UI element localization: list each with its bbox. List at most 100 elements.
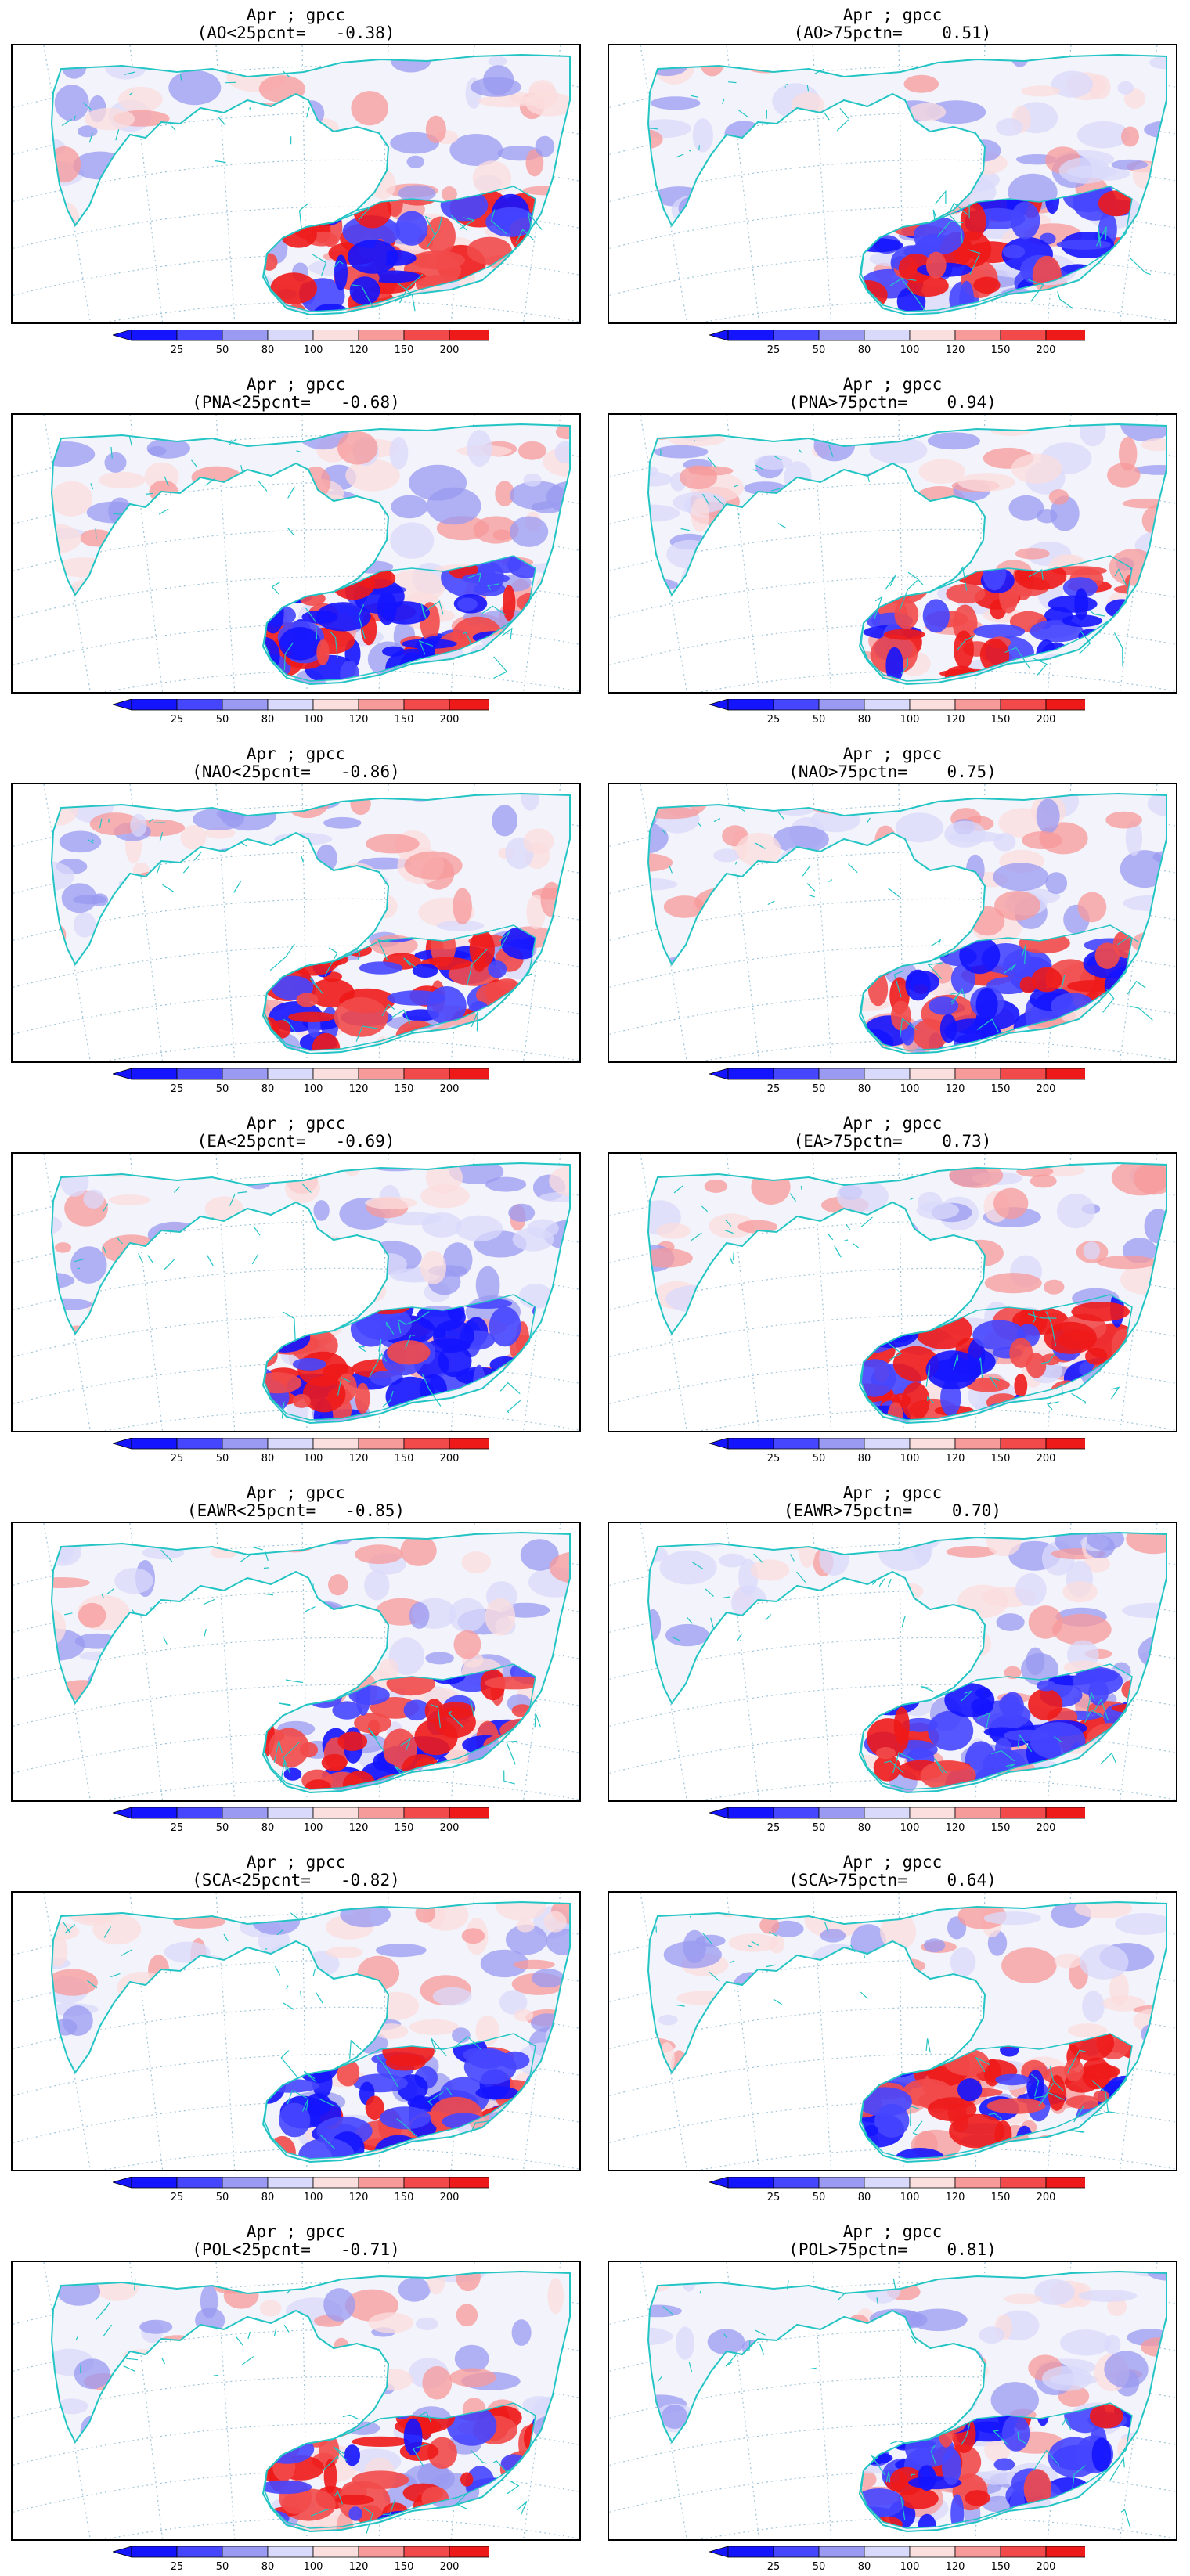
border-lines [74, 1183, 521, 1419]
colorbar-segment [864, 1807, 911, 1819]
colorbar-segment [818, 1068, 865, 1080]
precipitation-anomaly-map [609, 1154, 1176, 1431]
colorbar-segment [864, 1068, 911, 1080]
colorbar-segment [1000, 1807, 1047, 1819]
colorbar-segment [954, 2545, 1001, 2558]
colorbar-segment [449, 329, 496, 341]
colorbar-segment [1045, 2545, 1092, 2558]
colorbar-left-arrow [111, 1068, 132, 1080]
map-frame [11, 2261, 581, 2541]
colorbar-tick-label: 200 [1037, 1083, 1056, 1095]
map-frame [11, 1891, 581, 2171]
colorbar-segment [267, 1807, 314, 1819]
colorbar-segment [131, 698, 178, 711]
colorbar-tick-label: 100 [900, 714, 920, 726]
colorbar-tick-label: 50 [216, 2561, 229, 2573]
colorbar-tick-label: 80 [261, 344, 275, 356]
colorbar-segment [403, 2176, 450, 2189]
colorbar-tick-label: 200 [440, 2192, 460, 2203]
colorbar-tick-label: 200 [1037, 1822, 1056, 1834]
colorbar-tick-label: 200 [1037, 1453, 1056, 1465]
colorbar-left-arrow [708, 1068, 729, 1080]
colorbar-tick-label: 150 [991, 714, 1011, 726]
border-lines [647, 68, 1151, 311]
colorbar-legend: 25 50 80 100 120 150 200 [708, 1437, 1112, 1465]
colorbar-segment [727, 1437, 774, 1450]
panel-title-month-dataset: Apr ; gpcc [246, 375, 346, 394]
colorbar-tick-label: 120 [946, 2561, 965, 2573]
precipitation-anomaly-map [13, 415, 579, 692]
colorbar-tick-label: 100 [304, 344, 323, 356]
colorbar-segment [773, 2176, 820, 2189]
colorbar-tick-label: 25 [171, 1822, 184, 1834]
colorbar-segment [727, 1807, 774, 1819]
colorbar-segment [222, 2545, 269, 2558]
map-frame [11, 44, 581, 324]
colorbar-tick-label: 150 [395, 2192, 414, 2203]
colorbar-segment [267, 2545, 314, 2558]
colorbar-tick-label: 80 [261, 1083, 275, 1095]
panel-title-month-dataset: Apr ; gpcc [842, 1483, 943, 1502]
colorbar-segment [403, 1807, 450, 1819]
colorbar-tick-label: 120 [349, 2192, 369, 2203]
panel-title-month-dataset: Apr ; gpcc [246, 1853, 346, 1872]
colorbar-tick-label: 80 [858, 714, 871, 726]
colorbar-tick-label: 150 [991, 1453, 1011, 1465]
colorbar-tick-label: 50 [813, 2192, 826, 2203]
border-lines [90, 435, 513, 679]
country-borders [264, 2402, 536, 2529]
colorbar-tick-label: 100 [900, 2561, 920, 2573]
colorbar-segment [954, 1068, 1001, 1080]
colorbar-tick-label: 25 [767, 2561, 781, 2573]
colorbar-tick-label: 120 [946, 1453, 965, 1465]
colorbar-tick-label: 200 [440, 2561, 460, 2573]
colorbar-segment [1000, 1437, 1047, 1450]
colorbar-left-arrow [111, 329, 132, 341]
colorbar-segment [222, 2176, 269, 2189]
panel-title: Apr ; gpcc (EAWR<25pcnt= -0.85) [11, 1484, 581, 1520]
colorbar-segment [267, 2176, 314, 2189]
colorbar-tick-label: 100 [304, 1453, 323, 1465]
panel-title-index-composite: (NAO<25pcnt= -0.86) [192, 762, 400, 781]
border-lines [673, 1185, 1120, 1410]
colorbar-tick-label: 50 [813, 1453, 826, 1465]
colorbar-segment [909, 698, 956, 711]
border-lines [662, 805, 1153, 1039]
colorbar-segment [222, 698, 269, 711]
colorbar-segment [954, 1437, 1001, 1450]
colorbar-segment [1000, 2176, 1047, 2189]
colorbar-legend: 25 50 80 100 120 150 200 [708, 1807, 1112, 1834]
colorbar-left-arrow [708, 2545, 729, 2558]
colorbar-tick-label: 50 [216, 2192, 229, 2203]
precipitation-anomaly-map [13, 1154, 579, 1431]
panel-title: Apr ; gpcc (EAWR>75pctn= 0.70) [608, 1484, 1177, 1520]
country-borders [860, 555, 1133, 682]
map-frame [608, 783, 1177, 1063]
precipitation-anomaly-map [13, 1893, 579, 2170]
colorbar-segment [176, 2545, 223, 2558]
colorbar-segment [909, 2545, 956, 2558]
colorbar-tick-label: 50 [813, 1822, 826, 1834]
map-frame [11, 1152, 581, 1432]
border-lines [671, 1553, 1117, 1774]
colorbar-segment [727, 2545, 774, 2558]
colorbar-segment [176, 1437, 223, 1450]
colorbar-segment [449, 1807, 496, 1819]
panel-title-month-dataset: Apr ; gpcc [842, 1853, 943, 1872]
colorbar-tick-label: 120 [946, 344, 965, 356]
colorbar-tick-label: 150 [991, 1822, 1011, 1834]
colorbar-segment [403, 2545, 450, 2558]
colorbar-segment [312, 2545, 359, 2558]
colorbar-tick-label: 80 [261, 2561, 275, 2573]
panel-title-index-composite: (EA>75pctn= 0.73) [793, 1132, 992, 1151]
colorbar-segment [312, 1437, 359, 1450]
colorbar-segment [131, 1437, 178, 1450]
panel-title: Apr ; gpcc (PNA>75pctn= 0.94) [608, 376, 1177, 412]
colorbar-segment [358, 1437, 405, 1450]
panel-title-month-dataset: Apr ; gpcc [842, 744, 943, 763]
colorbar-tick-label: 80 [261, 714, 275, 726]
colorbar-left-arrow [708, 1437, 729, 1450]
colorbar-segment [312, 1807, 359, 1819]
colorbar-tick-label: 50 [813, 2561, 826, 2573]
map-frame [608, 44, 1177, 324]
